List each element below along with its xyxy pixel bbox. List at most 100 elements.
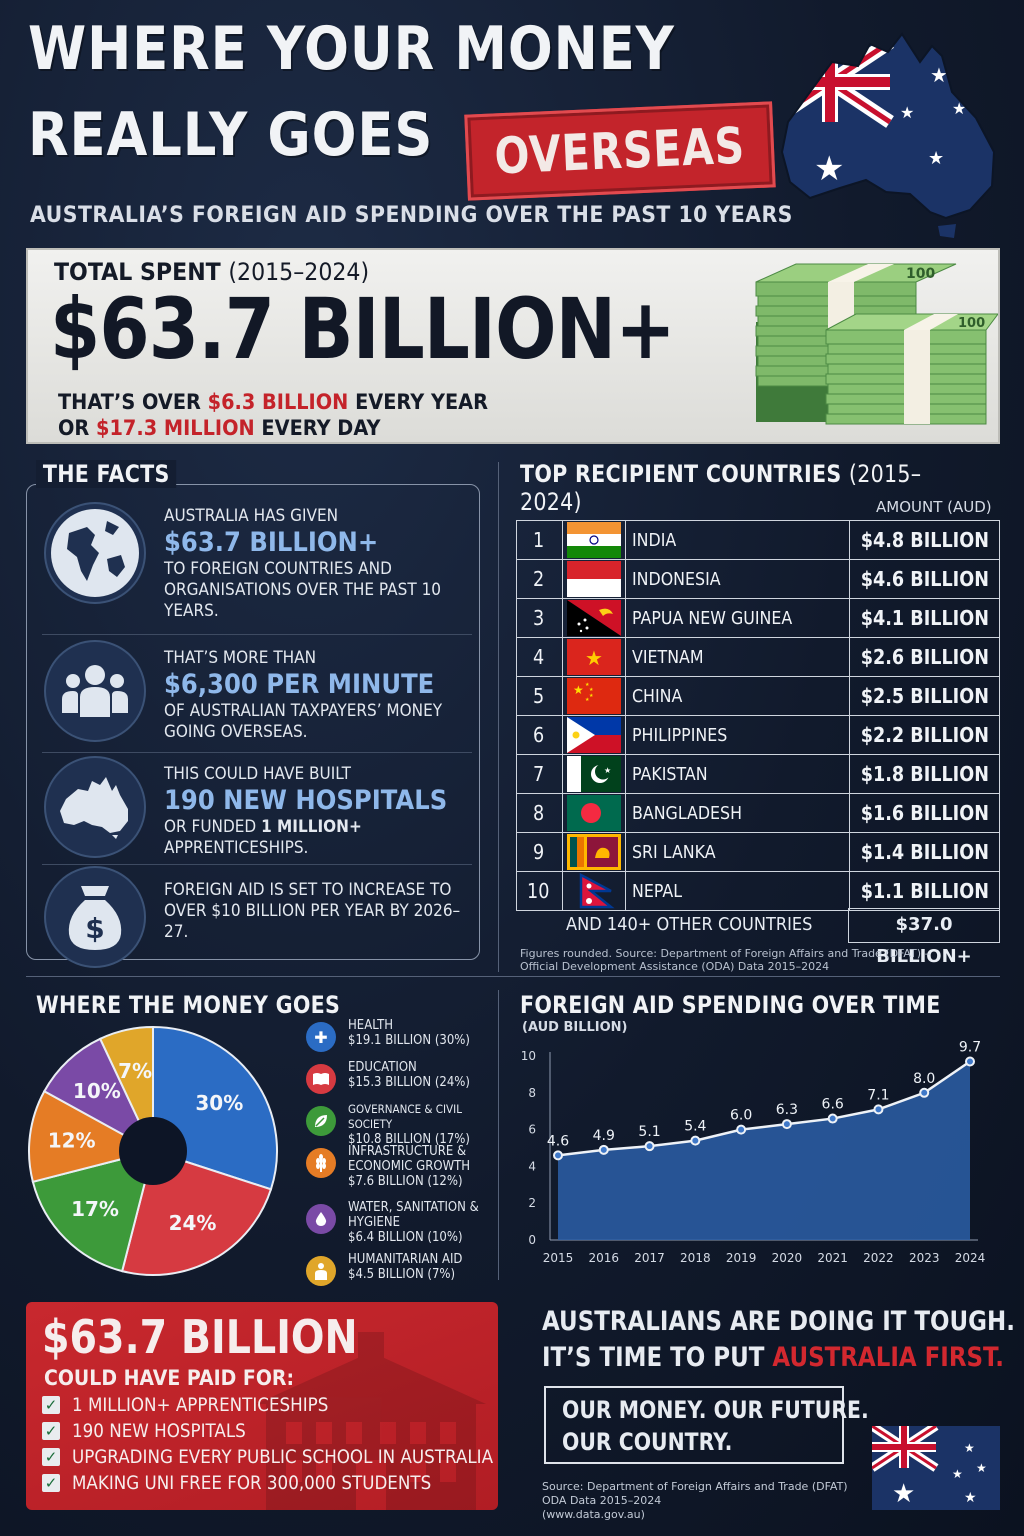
- legend-name: EDUCATION: [348, 1060, 417, 1075]
- recipient-row: 2 INDONESIA $4.6 BILLION: [516, 559, 1000, 599]
- spending-area-chart: 0 2 4 6 8 10 4.6 2015 4.9 2016 5.1 2017 5.4 2018 6.0 20…: [521, 1040, 986, 1265]
- motto-line-1: OUR MONEY. OUR FUTURE.: [562, 1396, 869, 1424]
- closing-source: Source: Department of Foreign Affairs an…: [542, 1480, 848, 1521]
- cash-stacks-icon: 100 100: [755, 263, 998, 425]
- overseas-stamp-text: OVERSEAS: [493, 116, 747, 186]
- svg-text:★: ★: [976, 1461, 987, 1475]
- pie-slice: [42, 1037, 156, 1154]
- x-tick-label: 2023: [909, 1251, 940, 1265]
- svg-text:★: ★: [952, 1467, 963, 1481]
- data-point: [736, 1124, 747, 1135]
- data-label: 5.1: [638, 1124, 660, 1140]
- svg-text:★: ★: [952, 99, 966, 118]
- legend-detail: $15.3 BILLION (24%): [348, 1075, 471, 1090]
- check-icon: ✓: [42, 1422, 60, 1440]
- building-icon: [256, 1332, 486, 1510]
- could-have-paid-panel: $63.7 BILLION COULD HAVE PAID FOR: ✓ 1 MI…: [26, 1302, 498, 1510]
- recipient-row: 3 PAPUA NEW GUINEA $4.1 BILLION: [516, 598, 1000, 638]
- fact-3-highlight: 190 NEW HOSPITALS: [164, 785, 448, 816]
- x-tick-label: 2018: [680, 1251, 711, 1265]
- facts-panel: [26, 484, 480, 960]
- data-point: [690, 1135, 701, 1146]
- fact-2-highlight: $6,300 PER MINUTE: [164, 669, 435, 700]
- data-point: [827, 1113, 838, 1124]
- pie-slice: [31, 1149, 155, 1273]
- fact-3-text: THIS COULD HAVE BUILT 190 NEW HOSPITALS …: [164, 764, 461, 859]
- recipient-row: 4 ★ VIETNAM $2.6 BILLION: [516, 637, 1000, 677]
- svg-text:100: 100: [958, 316, 985, 331]
- recipient-row: 9 SRI LANKA $1.4 BILLION: [516, 832, 1000, 872]
- svg-text:★: ★: [964, 1441, 975, 1455]
- recipient-country: INDONESIA: [625, 559, 850, 599]
- y-tick-label: 2: [528, 1196, 536, 1210]
- recipient-amount: $1.4 BILLION: [849, 832, 1000, 872]
- recipient-row: 5 ★ ★ ★ ★ ★ CHINA $2.5 BILLION: [516, 676, 1000, 716]
- line-chart-heading: FOREIGN AID SPENDING OVER TIME: [520, 991, 941, 1019]
- recipient-country: CHINA: [625, 676, 850, 716]
- australia-flag-icon: ★ ★ ★ ★ ★: [872, 1426, 1000, 1510]
- legend-name: INFRASTRUCTURE & ECONOMIC GROWTH: [348, 1144, 471, 1174]
- indonesia-flag-icon: [562, 559, 626, 599]
- data-point: [598, 1144, 609, 1155]
- svg-text:★: ★: [814, 149, 844, 189]
- svg-text:★: ★: [930, 63, 948, 87]
- pie-donut-hole: [119, 1117, 187, 1185]
- legend-name: WATER, SANITATION & HYGIENE: [348, 1200, 479, 1230]
- check-icon: ✓: [42, 1396, 60, 1414]
- closing-line-1: AUSTRALIANS ARE DOING IT TOUGH.: [542, 1306, 1015, 1337]
- total-per-day: OR $17.3 MILLION EVERY DAY: [58, 416, 381, 440]
- total-period: (2015–2024): [228, 258, 370, 286]
- data-label: 7.1: [867, 1087, 889, 1103]
- recipient-amount: $4.6 BILLION: [849, 559, 1000, 599]
- line-chart-unit: (AUD BILLION): [522, 1020, 628, 1035]
- recipient-row: 7 ★ PAKISTAN $1.8 BILLION: [516, 754, 1000, 794]
- recipient-amount: $2.2 BILLION: [849, 715, 1000, 755]
- recipient-rank: 8: [516, 793, 563, 833]
- other-countries-label: AND 140+ OTHER COUNTRIES: [566, 914, 813, 935]
- health-cross-icon: ✚: [306, 1022, 336, 1052]
- svg-text:★: ★: [585, 682, 590, 688]
- australia-map-flag-icon: ★ ★ ★ ★ ★: [780, 32, 996, 238]
- check-icon: ✓: [42, 1474, 60, 1492]
- recipient-rank: 5: [516, 676, 563, 716]
- other-countries-row: AND 140+ OTHER COUNTRIES $37.0 BILLION+: [516, 908, 1000, 967]
- pie-slice-label: 30%: [195, 1091, 243, 1115]
- nepal-flag-icon: [562, 871, 626, 911]
- y-tick-label: 0: [528, 1233, 536, 1247]
- recipient-country: SRI LANKA: [625, 832, 850, 872]
- other-countries-amount: $37.0 BILLION+: [848, 908, 1000, 967]
- china-flag-icon: ★ ★ ★ ★ ★: [562, 676, 626, 716]
- pie-slice-label: 7%: [118, 1059, 152, 1083]
- leaf-icon: [306, 1106, 336, 1136]
- recipient-rank: 10: [516, 871, 563, 911]
- water-drop-icon: [306, 1204, 336, 1234]
- recipient-amount: $4.1 BILLION: [849, 598, 1000, 638]
- fact-divider: [42, 864, 472, 865]
- area-fill: [558, 1061, 970, 1240]
- motto-line-2: OUR COUNTRY.: [562, 1428, 733, 1456]
- svg-text:★: ★: [900, 103, 914, 122]
- vietnam-flag-icon: ★: [562, 637, 626, 677]
- fact-1-text: AUSTRALIA HAS GIVEN $63.7 BILLION+ TO FO…: [164, 506, 461, 622]
- series-line: [557, 1060, 971, 1157]
- x-tick-label: 2015: [543, 1251, 574, 1265]
- recipient-country: PAPUA NEW GUINEA: [625, 598, 850, 638]
- recipient-amount: $1.8 BILLION: [849, 754, 1000, 794]
- globe-icon: [44, 502, 146, 604]
- data-label: 6.3: [776, 1102, 798, 1118]
- recipient-amount: $2.5 BILLION: [849, 676, 1000, 716]
- pie-slice-label: 24%: [169, 1211, 217, 1235]
- recipient-row: 10 NEPAL $1.1 BILLION: [516, 871, 1000, 911]
- red-subtitle: COULD HAVE PAID FOR:: [44, 1366, 295, 1390]
- recipients-table: 1 INDIA $4.8 BILLION 2 INDONESIA $4.6 BILLION…: [516, 520, 1000, 911]
- pie-slice: [28, 1089, 156, 1184]
- data-label: 6.0: [730, 1108, 752, 1124]
- subtitle: AUSTRALIA’S FOREIGN AID SPENDING OVER TH…: [30, 203, 793, 228]
- pie-slice-label: 17%: [71, 1197, 119, 1221]
- recipient-country: BANGLADESH: [625, 793, 850, 833]
- recipient-amount: $2.6 BILLION: [849, 637, 1000, 677]
- y-tick-label: 8: [528, 1086, 536, 1100]
- recipient-country: PAKISTAN: [625, 754, 850, 794]
- pakistan-flag-icon: ★: [562, 754, 626, 794]
- total-per-year: THAT’S OVER $6.3 BILLION EVERY YEAR: [58, 390, 488, 414]
